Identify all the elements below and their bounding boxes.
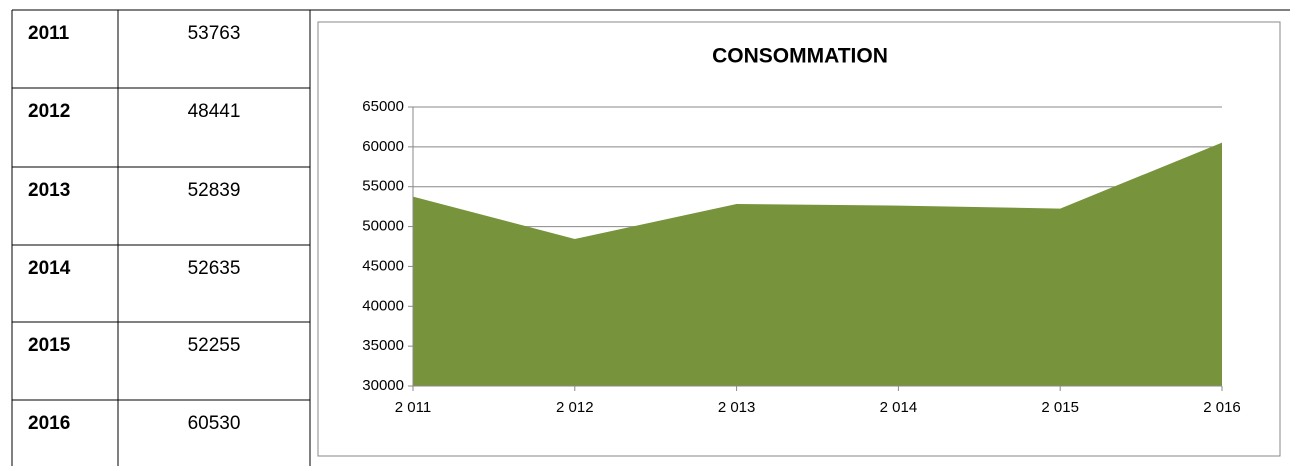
value-cell: 52635 <box>188 258 241 279</box>
year-cell: 2015 <box>28 335 71 356</box>
y-tick-label: 45000 <box>362 257 404 274</box>
x-tick-label: 2 013 <box>718 399 756 416</box>
y-tick-label: 60000 <box>362 138 404 155</box>
x-tick-label: 2 014 <box>880 399 918 416</box>
x-tick-label: 2 016 <box>1203 399 1241 416</box>
y-tick-label: 40000 <box>362 297 404 314</box>
value-cell: 53763 <box>188 23 241 44</box>
chart-title: CONSOMMATION <box>712 45 888 68</box>
area <box>413 142 1222 386</box>
year-cell: 2014 <box>28 258 71 279</box>
y-tick-label: 50000 <box>362 218 404 235</box>
y-tick-label: 30000 <box>362 377 404 394</box>
table-lines <box>11 9 1290 466</box>
value-cell: 60530 <box>188 413 241 434</box>
year-cell: 2013 <box>28 180 70 201</box>
year-cell: 2011 <box>28 23 70 44</box>
year-cell: 2016 <box>28 413 70 434</box>
y-tick-label: 55000 <box>362 178 404 195</box>
y-tick-label: 65000 <box>362 98 404 115</box>
x-tick-label: 2 011 <box>395 399 431 416</box>
value-cell: 52839 <box>188 180 241 201</box>
x-tick-label: 2 012 <box>556 399 594 416</box>
value-cell: 48441 <box>188 101 241 122</box>
year-cell: 2012 <box>28 101 70 122</box>
x-tick-label: 2 015 <box>1041 399 1079 416</box>
value-cell: 52255 <box>188 335 241 356</box>
y-tick-label: 35000 <box>362 337 404 354</box>
